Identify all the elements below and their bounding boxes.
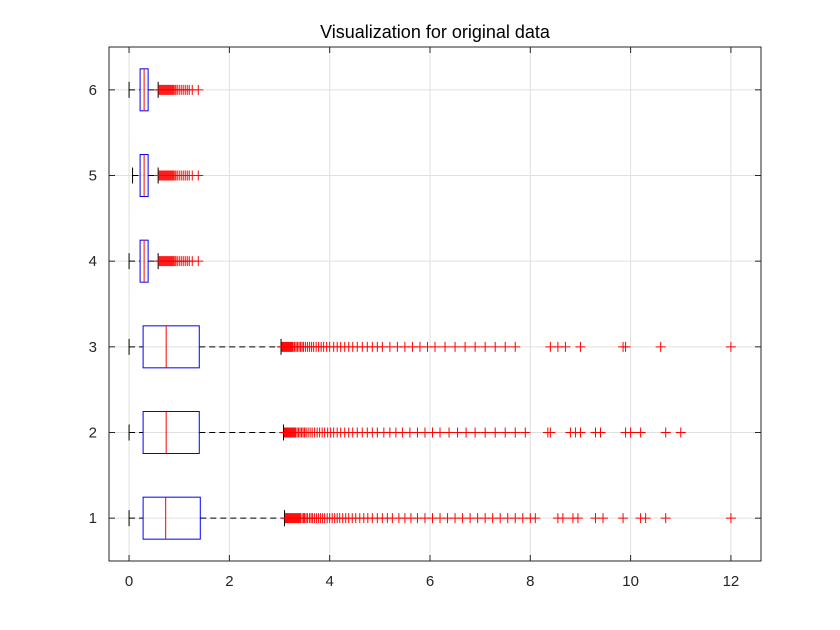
outlier-point (470, 427, 481, 438)
x-tick-label: 6 (426, 573, 434, 590)
outlier-point (193, 170, 204, 181)
outlier-point (530, 513, 541, 524)
outlier-point (435, 427, 446, 438)
x-tick-label: 12 (723, 573, 740, 590)
outlier-point (545, 427, 556, 438)
box-group-5 (132, 154, 204, 197)
x-tick-label: 8 (526, 573, 534, 590)
outlier-point (510, 341, 521, 352)
outlier-point (575, 341, 586, 352)
outlier-point (430, 341, 440, 352)
outlier-point (595, 427, 606, 438)
outlier-point (635, 427, 646, 438)
outlier-point (625, 427, 636, 438)
y-tick-label: 5 (89, 168, 97, 185)
box-iqr (142, 496, 201, 540)
outlier-point (470, 341, 481, 352)
box-iqr (142, 325, 200, 369)
outlier-point (557, 513, 568, 524)
y-tick-label: 4 (89, 253, 97, 270)
outlier-point (460, 341, 471, 352)
outlier-point (598, 513, 609, 524)
box-group-2 (128, 411, 686, 454)
chart-title: Visualization for original data (320, 22, 551, 42)
box-group-6 (128, 68, 204, 112)
outlier-point (490, 427, 501, 438)
outlier-point (660, 513, 671, 524)
outlier-point (572, 513, 583, 524)
outlier-point (725, 513, 736, 524)
outlier-point (440, 341, 451, 352)
outlier-point (510, 427, 521, 438)
y-tick-label: 2 (89, 425, 97, 442)
y-tick-label: 3 (89, 339, 97, 356)
outlier-point (640, 513, 651, 524)
box-iqr (142, 411, 200, 454)
y-tick-label: 1 (89, 510, 97, 527)
outlier-point (480, 427, 491, 438)
outlier-point (193, 256, 204, 267)
outlier-point (450, 341, 461, 352)
outlier-point (620, 341, 631, 352)
outlier-point (560, 341, 571, 352)
axes-frame (108, 46, 762, 562)
outlier-point (725, 341, 736, 352)
outlier-point (618, 513, 629, 524)
outlier-point (452, 427, 463, 438)
outlier-point (193, 84, 204, 95)
outlier-point (660, 427, 671, 438)
outlier-point (655, 341, 666, 352)
axes-background (109, 47, 761, 561)
outlier-point (500, 427, 511, 438)
x-tick-label: 4 (326, 573, 334, 590)
x-tick-label: 2 (225, 573, 233, 590)
outlier-point (444, 427, 455, 438)
outlier-point (575, 427, 586, 438)
box-plots (128, 68, 736, 540)
outlier-point (461, 427, 472, 438)
box-group-3 (128, 325, 736, 369)
outlier-point (480, 341, 491, 352)
y-tick-label: 6 (89, 82, 97, 99)
outlier-point (675, 427, 686, 438)
box-group-4 (128, 239, 204, 283)
outlier-point (520, 427, 531, 438)
box-group-1 (128, 496, 736, 540)
outlier-point (490, 341, 501, 352)
x-tick-label: 10 (622, 573, 639, 590)
outlier-point (500, 341, 511, 352)
x-tick-label: 0 (125, 573, 133, 590)
